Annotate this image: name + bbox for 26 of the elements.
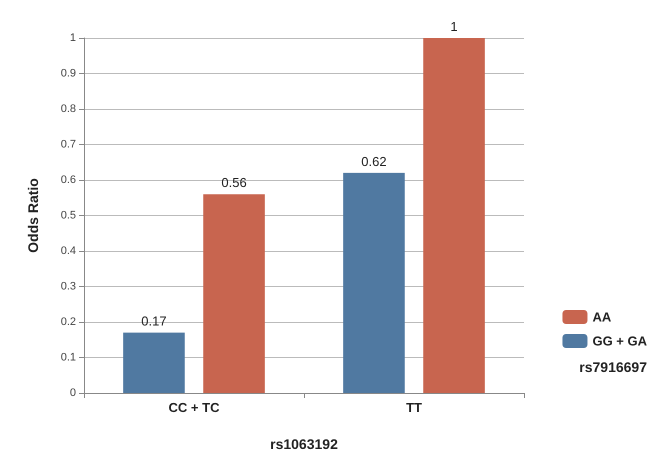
- x-axis-title: rs1063192: [270, 436, 338, 452]
- data-label: 0.62: [361, 154, 387, 169]
- y-axis-title: Odds Ratio: [25, 178, 41, 253]
- data-label: 0.56: [221, 175, 247, 190]
- data-label: 0.17: [141, 314, 167, 329]
- bar: [123, 332, 185, 393]
- legend-label: GG + GA: [592, 334, 648, 348]
- y-tick-label: 0.7: [60, 138, 76, 150]
- y-tick-label: 0.6: [60, 174, 76, 186]
- bar: [423, 38, 485, 393]
- y-tick-label: 0.8: [60, 103, 76, 115]
- y-tick-label: 0.5: [60, 210, 76, 222]
- y-tick-label: 0.2: [60, 316, 76, 328]
- x-tick-label: CC + TC: [168, 400, 220, 415]
- y-tick-label: 0: [70, 387, 76, 399]
- y-tick-label: 0.3: [60, 280, 76, 292]
- y-tick-label: 0.9: [60, 68, 76, 80]
- bar: [203, 194, 265, 393]
- y-tick-label: 0.4: [60, 245, 76, 257]
- x-tick-label: TT: [406, 400, 422, 415]
- y-tick-label: 1: [70, 32, 76, 44]
- data-label: 1: [450, 19, 458, 34]
- legend-label: AA: [592, 310, 612, 324]
- bar: [343, 172, 405, 393]
- y-tick-label: 0.1: [60, 352, 76, 364]
- legend-title: rs7916697: [579, 359, 648, 375]
